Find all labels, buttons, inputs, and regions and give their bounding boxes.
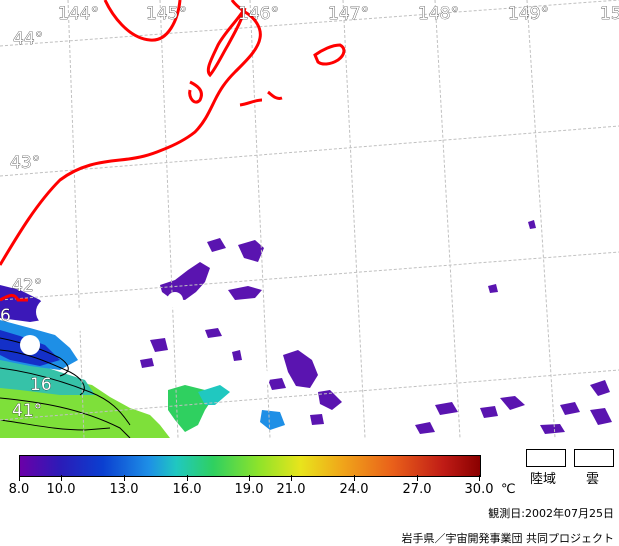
lon-label-144: 144° xyxy=(58,4,99,24)
latitude-labels: 44° 43° 42° 41° xyxy=(10,29,44,422)
lat-label-41: 41° xyxy=(12,401,42,421)
colorbar-tick xyxy=(291,475,292,481)
longitude-labels: 144° 145° 146° 147° 148° 149° 15 xyxy=(58,4,619,25)
colorbar-tick-label: 10.0 xyxy=(46,482,76,497)
lon-label-149: 149° xyxy=(508,4,549,24)
observation-date: 観測日:2002年07月25日 xyxy=(488,507,614,520)
contour-label-16: 16 xyxy=(30,375,52,395)
lon-label-148: 148° xyxy=(418,4,459,24)
land-legend-label: 陸域 xyxy=(530,472,557,487)
legend-area: 8.0 10.0 13.0 16.0 19.0 21.0 24.0 27.0 3… xyxy=(0,438,619,546)
colorbar-tick xyxy=(187,475,188,481)
credit-line: 岩手県／宇宙開発事業団 共同プロジェクト xyxy=(401,532,615,545)
colorbar-tick-label: 19.0 xyxy=(234,482,264,497)
coastline xyxy=(0,0,346,302)
lon-label-145: 145° xyxy=(146,4,187,24)
colorbar-tick-label: 16.0 xyxy=(172,482,202,497)
lon-label-147: 147° xyxy=(328,4,369,24)
cloud-legend-label: 雲 xyxy=(586,472,600,487)
colorbar-tick xyxy=(61,475,62,481)
colorbar-tick-label: 30.0 xyxy=(464,482,494,497)
cloud-legend-swatch xyxy=(574,449,614,467)
colorbar-tick-label: 8.0 xyxy=(8,482,30,497)
colorbar-tick xyxy=(249,475,250,481)
lat-label-44: 44° xyxy=(13,29,43,49)
contour-label-6: 6 xyxy=(0,306,11,326)
colorbar-tick-label: 13.0 xyxy=(109,482,139,497)
graticule xyxy=(0,0,619,438)
lat-label-43: 43° xyxy=(10,153,40,173)
lon-label-150: 15 xyxy=(600,4,619,24)
colorbar-tick-label: 27.0 xyxy=(402,482,432,497)
colorbar-unit: ℃ xyxy=(501,482,516,497)
sst-map: 6 16 144° 145° 146° 147° 148° 149° 15 44… xyxy=(0,0,619,438)
colorbar-tick xyxy=(479,475,480,481)
colorbar-tick-label: 24.0 xyxy=(339,482,369,497)
lat-label-42: 42° xyxy=(12,276,42,296)
colorbar-tick-label: 21.0 xyxy=(276,482,306,497)
colorbar-tick xyxy=(354,475,355,481)
land-legend-swatch xyxy=(526,449,566,467)
colorbar-tick xyxy=(124,475,125,481)
colorbar-tick xyxy=(19,475,20,481)
lon-label-146: 146° xyxy=(238,4,279,24)
colorbar-tick xyxy=(417,475,418,481)
cloud-mask xyxy=(20,292,270,406)
sst-patches xyxy=(140,220,612,434)
temperature-colorbar xyxy=(19,455,481,477)
